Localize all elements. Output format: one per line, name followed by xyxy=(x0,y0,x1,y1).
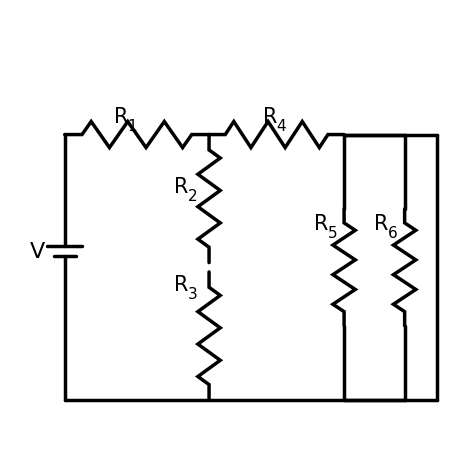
Text: 2: 2 xyxy=(188,189,198,204)
Text: 6: 6 xyxy=(388,227,398,241)
Text: R: R xyxy=(114,107,128,127)
Text: 4: 4 xyxy=(277,119,286,134)
Text: 1: 1 xyxy=(128,119,137,134)
Text: R: R xyxy=(314,214,328,234)
Text: 5: 5 xyxy=(328,227,337,241)
Text: R: R xyxy=(374,214,389,234)
Text: 3: 3 xyxy=(188,287,198,302)
Text: V: V xyxy=(30,242,45,262)
Text: R: R xyxy=(174,177,189,197)
Text: R: R xyxy=(263,107,277,127)
Text: R: R xyxy=(174,274,189,294)
